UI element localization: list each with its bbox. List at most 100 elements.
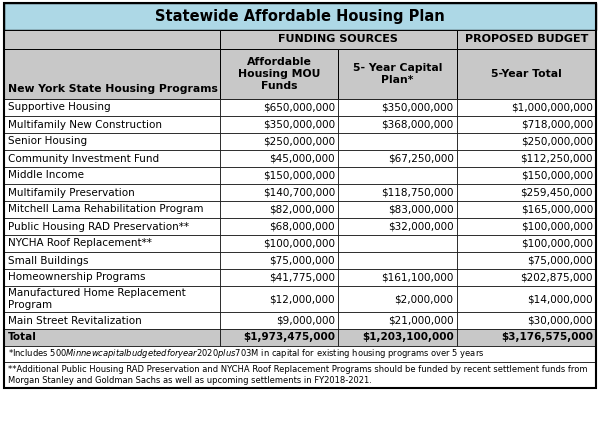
- Text: 5- Year Capital
Plan*: 5- Year Capital Plan*: [353, 63, 442, 85]
- Text: Multifamily Preservation: Multifamily Preservation: [8, 187, 135, 198]
- Bar: [4, 269, 220, 286]
- Text: $1,973,475,000: $1,973,475,000: [243, 333, 335, 342]
- Bar: [457, 99, 596, 116]
- Text: $368,000,000: $368,000,000: [381, 119, 454, 130]
- Text: $21,000,000: $21,000,000: [388, 316, 454, 325]
- Bar: [220, 329, 338, 346]
- Bar: [220, 312, 338, 329]
- Bar: [4, 235, 220, 252]
- Text: $202,875,000: $202,875,000: [521, 273, 593, 283]
- Bar: [220, 286, 338, 312]
- Text: Mitchell Lama Rehabilitation Program: Mitchell Lama Rehabilitation Program: [8, 204, 203, 215]
- Text: $165,000,000: $165,000,000: [521, 204, 593, 215]
- Bar: [220, 218, 338, 235]
- Bar: [338, 329, 457, 346]
- Bar: [4, 30, 220, 49]
- Text: $150,000,000: $150,000,000: [521, 170, 593, 181]
- Text: $100,000,000: $100,000,000: [521, 222, 593, 232]
- Text: Supportive Housing: Supportive Housing: [8, 102, 110, 113]
- Bar: [220, 235, 338, 252]
- Text: $259,450,000: $259,450,000: [521, 187, 593, 198]
- Bar: [4, 3, 596, 388]
- Bar: [4, 116, 220, 133]
- Text: $3,176,575,000: $3,176,575,000: [501, 333, 593, 342]
- Text: $650,000,000: $650,000,000: [263, 102, 335, 113]
- Text: Public Housing RAD Preservation**: Public Housing RAD Preservation**: [8, 222, 189, 232]
- Text: Main Street Revitalization: Main Street Revitalization: [8, 316, 142, 325]
- Text: $68,000,000: $68,000,000: [269, 222, 335, 232]
- Text: Affordable
Housing MOU
Funds: Affordable Housing MOU Funds: [238, 57, 320, 91]
- Text: **Additional Public Housing RAD Preservation and NYCHA Roof Replacement Programs: **Additional Public Housing RAD Preserva…: [8, 365, 587, 385]
- Bar: [457, 133, 596, 150]
- Bar: [4, 201, 220, 218]
- Bar: [457, 116, 596, 133]
- Bar: [220, 99, 338, 116]
- Text: FUNDING SOURCES: FUNDING SOURCES: [278, 34, 398, 45]
- Bar: [457, 252, 596, 269]
- Text: New York State Housing Programs: New York State Housing Programs: [8, 84, 218, 94]
- Text: $45,000,000: $45,000,000: [269, 153, 335, 164]
- Text: $14,000,000: $14,000,000: [527, 294, 593, 304]
- Bar: [457, 49, 596, 99]
- Bar: [338, 286, 457, 312]
- Text: $75,000,000: $75,000,000: [269, 256, 335, 266]
- Text: Middle Income: Middle Income: [8, 170, 84, 181]
- Bar: [457, 201, 596, 218]
- Text: Manufactured Home Replacement
Program: Manufactured Home Replacement Program: [8, 288, 186, 310]
- Bar: [338, 218, 457, 235]
- Bar: [4, 218, 220, 235]
- Text: $32,000,000: $32,000,000: [388, 222, 454, 232]
- Bar: [220, 252, 338, 269]
- Text: $75,000,000: $75,000,000: [527, 256, 593, 266]
- Bar: [457, 269, 596, 286]
- Text: Homeownership Programs: Homeownership Programs: [8, 273, 146, 283]
- Bar: [4, 346, 596, 362]
- Bar: [4, 133, 220, 150]
- Bar: [4, 252, 220, 269]
- Text: PROPOSED BUDGET: PROPOSED BUDGET: [464, 34, 588, 45]
- Bar: [338, 184, 457, 201]
- Bar: [220, 30, 457, 49]
- Bar: [338, 235, 457, 252]
- Bar: [457, 286, 596, 312]
- Text: $12,000,000: $12,000,000: [269, 294, 335, 304]
- Bar: [338, 167, 457, 184]
- Bar: [338, 269, 457, 286]
- Text: $718,000,000: $718,000,000: [521, 119, 593, 130]
- Bar: [4, 49, 220, 99]
- Bar: [4, 99, 220, 116]
- Bar: [220, 167, 338, 184]
- Text: $82,000,000: $82,000,000: [269, 204, 335, 215]
- Text: Statewide Affordable Housing Plan: Statewide Affordable Housing Plan: [155, 9, 445, 24]
- Text: $41,775,000: $41,775,000: [269, 273, 335, 283]
- Bar: [220, 49, 338, 99]
- Bar: [338, 252, 457, 269]
- Bar: [4, 150, 220, 167]
- Bar: [4, 3, 596, 30]
- Text: $9,000,000: $9,000,000: [276, 316, 335, 325]
- Text: NYCHA Roof Replacement**: NYCHA Roof Replacement**: [8, 239, 152, 249]
- Bar: [457, 184, 596, 201]
- Bar: [4, 329, 220, 346]
- Text: $250,000,000: $250,000,000: [521, 136, 593, 147]
- Text: Senior Housing: Senior Housing: [8, 136, 87, 147]
- Text: 5-Year Total: 5-Year Total: [491, 69, 562, 79]
- Bar: [4, 286, 220, 312]
- Bar: [338, 116, 457, 133]
- Bar: [457, 150, 596, 167]
- Text: $1,203,100,000: $1,203,100,000: [362, 333, 454, 342]
- Text: $1,000,000,000: $1,000,000,000: [511, 102, 593, 113]
- Text: $140,700,000: $140,700,000: [263, 187, 335, 198]
- Text: $100,000,000: $100,000,000: [521, 239, 593, 249]
- Bar: [4, 167, 220, 184]
- Bar: [220, 133, 338, 150]
- Text: *Includes $500M in new capital budgeted for year 2020 plus $703M in capital for : *Includes $500M in new capital budgeted …: [8, 347, 484, 360]
- Text: Multifamily New Construction: Multifamily New Construction: [8, 119, 162, 130]
- Bar: [457, 218, 596, 235]
- Text: $2,000,000: $2,000,000: [395, 294, 454, 304]
- Bar: [4, 312, 220, 329]
- Bar: [457, 312, 596, 329]
- Bar: [220, 116, 338, 133]
- Text: $350,000,000: $350,000,000: [263, 119, 335, 130]
- Text: Community Investment Fund: Community Investment Fund: [8, 153, 159, 164]
